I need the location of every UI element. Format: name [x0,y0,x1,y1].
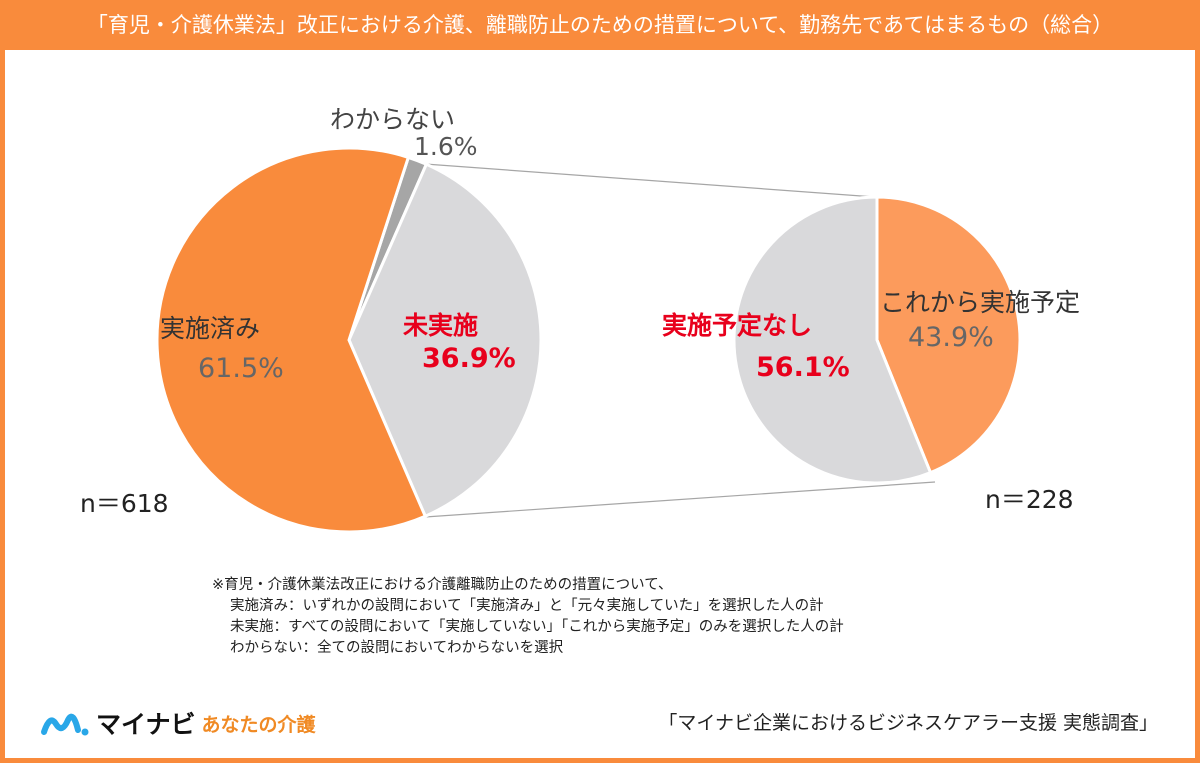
logo-mark-icon [41,713,89,736]
label-yotei-nashi: 実施予定なし [662,311,813,340]
label-mijisshi: 未実施 [403,311,479,340]
chart-title: 「育児・介護休業法」改正における介護、離職防止のための措置について、勤務先であて… [0,0,1200,50]
pie-slice-未実施 [347,162,543,519]
value-mijisshi: 36.9% [422,343,516,374]
footnote-line: 未実施：すべての設問において「実施していない」「これから実施予定」のみを選択した… [230,619,844,635]
value-jisshizumi: 61.5% [198,353,284,384]
source-caption: 「マイナビ企業におけるビジネスケアラー支援 実態調査」 [658,712,1158,734]
footnote: ※育児・介護休業法改正における介護離職防止のための措置について、 実施済み：いず… [212,575,844,659]
pie-slice-これから実施予定 [875,195,1022,475]
label-wakaranai: わからない [330,105,456,134]
value-korekara: 43.9% [908,322,994,353]
mynavi-logo: マイナビ あなたの介護 [40,705,316,741]
label-jisshizumi: 実施済み [160,314,261,343]
connector-top [424,163,876,198]
footnote-line: わからない：全ての設問においてわからないを選択 [230,640,564,656]
pie-slice-実施予定なし [732,195,933,485]
n-label-left: n＝618 [80,489,169,518]
connector-bottom [424,481,936,518]
pie-slice-実施済み [155,146,428,534]
value-wakaranai: 1.6% [414,132,478,161]
logo-sub: あなたの介護 [201,713,316,736]
footnote-line: ※育児・介護休業法改正における介護離職防止のための措置について、 [212,577,673,593]
n-label-right: n＝228 [985,485,1074,514]
value-yotei-nashi: 56.1% [756,352,850,383]
logo-brand: マイナビ [96,710,196,739]
label-korekara: これから実施予定 [880,288,1081,317]
footnote-line: 実施済み：いずれかの設問において「実施済み」と「元々実施していた」を選択した人の… [230,598,824,614]
